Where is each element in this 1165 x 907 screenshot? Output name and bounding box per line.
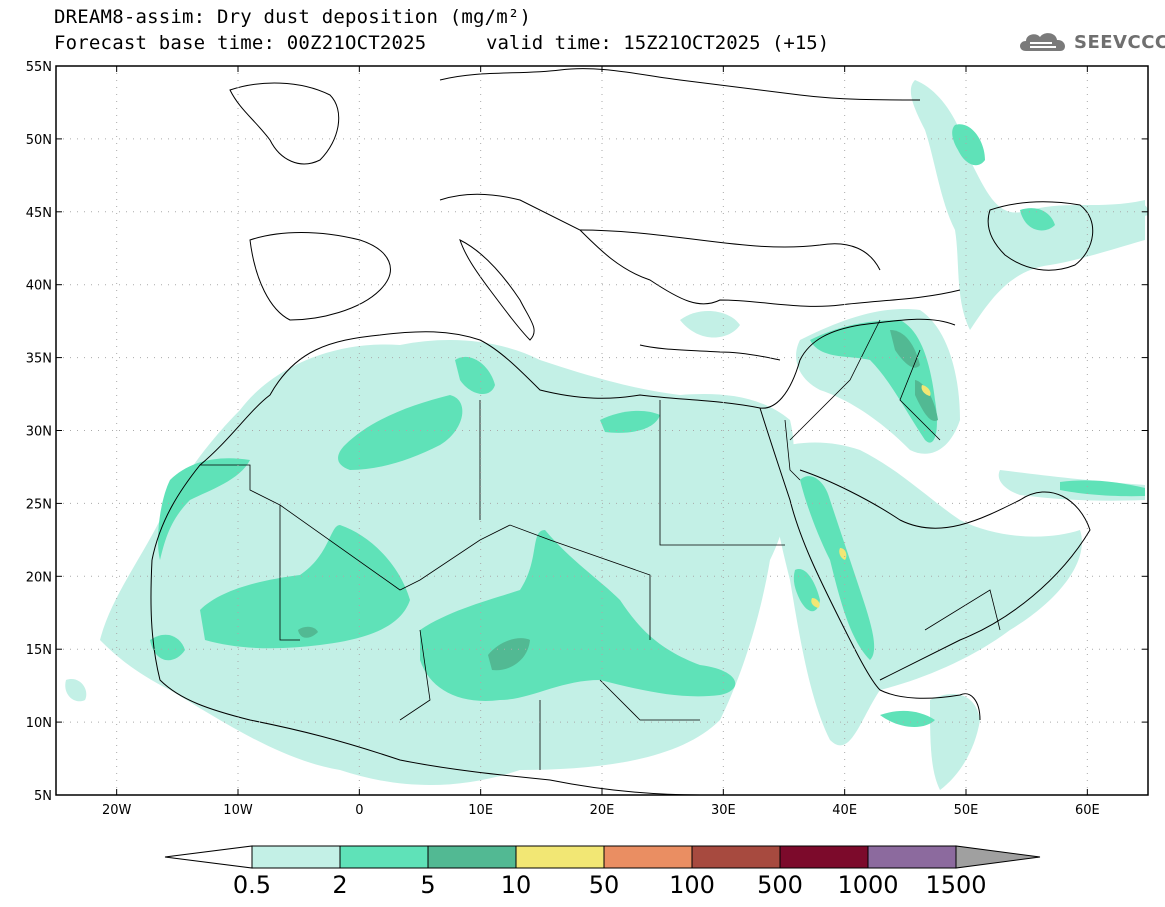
colorbar-label: 500 (757, 871, 803, 899)
colorbar-label: 100 (669, 871, 715, 899)
cloud-logo-icon (1020, 33, 1066, 51)
lat-tick-label: 50N (26, 133, 52, 148)
country-borders (200, 319, 1001, 770)
lat-tick-label: 35N (26, 352, 52, 367)
colorbar-swatch (427, 845, 517, 869)
lon-tick-label: 60E (1075, 803, 1100, 818)
lat-tick-label: 10N (26, 716, 52, 731)
colorbar-swatch (515, 845, 605, 869)
lon-tick-label: 20E (590, 803, 615, 818)
colorbar-label: 1000 (837, 871, 898, 899)
logo-text: SEEVCCC (1074, 31, 1165, 53)
colorbar-over-arrow (955, 845, 1041, 869)
lon-tick-label: 10W (223, 803, 253, 818)
forecast-base-time: Forecast base time: 00Z21OCT2025 (54, 32, 427, 54)
map-title: DREAM8-assim: Dry dust deposition (mg/m²… (54, 6, 532, 28)
lon-tick-label: 30E (711, 803, 736, 818)
lat-tick-label: 25N (26, 497, 52, 512)
colorbar-label: 10 (501, 871, 532, 899)
deposition-level-5 (298, 330, 938, 671)
lat-tick-label: 45N (26, 206, 52, 221)
colorbar-swatch (251, 845, 341, 869)
colorbar-swatch (779, 845, 869, 869)
lon-tick-label: 50E (954, 803, 979, 818)
seevccc-logo: SEEVCCC (1016, 28, 1165, 56)
lat-tick-label: 30N (26, 425, 52, 440)
lat-tick-label: 40N (26, 279, 52, 294)
map-grid (56, 66, 1148, 795)
lat-tick-label: 55N (26, 60, 52, 75)
colorbar-swatch (339, 845, 429, 869)
lat-tick-label: 20N (26, 570, 52, 585)
deposition-level-0-5 (65, 80, 1148, 790)
colorbar-label: 0.5 (233, 871, 271, 899)
colorbar-label: 50 (589, 871, 620, 899)
colorbar: 0.5 2 5 10 50 100 500 1000 1500 (164, 845, 1041, 899)
colorbar-swatch (867, 845, 957, 869)
lon-tick-label: 40E (832, 803, 857, 818)
lat-tick-label: 5N (34, 789, 52, 804)
colorbar-under-arrow (164, 845, 253, 869)
lon-tick-label: 20W (102, 803, 132, 818)
lon-tick-label: 0 (355, 803, 363, 818)
lon-tick-label: 10E (468, 803, 493, 818)
coastlines (150, 68, 1094, 795)
colorbar-swatch (691, 845, 781, 869)
valid-time: valid time: 15Z21OCT2025 (+15) (486, 32, 830, 54)
colorbar-label: 5 (420, 871, 435, 899)
lat-tick-label: 15N (26, 643, 52, 658)
colorbar-label: 1500 (925, 871, 986, 899)
colorbar-label: 2 (332, 871, 347, 899)
deposition-level-2 (150, 124, 1145, 727)
colorbar-swatch (603, 845, 693, 869)
